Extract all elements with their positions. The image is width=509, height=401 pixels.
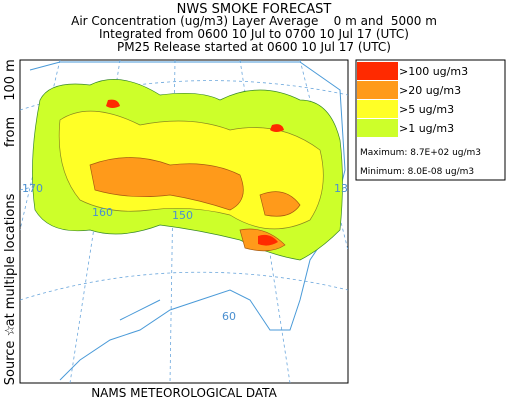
- legend-label: >20 ug/m3: [399, 84, 461, 97]
- coastline: [29, 61, 346, 381]
- map-label: 60: [222, 310, 236, 323]
- map-label: 170: [22, 182, 43, 195]
- legend-label: >1 ug/m3: [399, 122, 454, 135]
- from-label: from: [3, 117, 18, 147]
- subtitle: PM25 Release started at 0600 10 Jul 17 (…: [117, 40, 391, 54]
- source-label: Source ☆: [3, 325, 18, 385]
- map-label: 130: [334, 182, 355, 195]
- height-label: 100 m: [3, 59, 18, 101]
- minimum: Minimum: 8.0E-08 ug/m3: [360, 167, 474, 177]
- legend-label: >5 ug/m3: [399, 103, 454, 116]
- map: 170 160 150 130 60: [19, 59, 355, 384]
- legend-swatch: [357, 81, 398, 99]
- map-label: 150: [172, 209, 193, 222]
- subtitle: Integrated from 0600 10 Jul to 0700 10 J…: [99, 27, 409, 41]
- footer: NAMS METEOROLOGICAL DATA: [91, 386, 277, 400]
- legend-swatch: [357, 62, 398, 80]
- legend-swatch: [357, 100, 398, 118]
- legend-swatch: [357, 119, 398, 137]
- legend-label: >100 ug/m3: [399, 65, 468, 78]
- subtitle: Air Concentration (ug/m3) Layer Average …: [71, 14, 437, 28]
- title: NWS SMOKE FORECAST: [177, 2, 332, 17]
- smoke-level-3: [89, 157, 301, 252]
- locations-label: at multiple locations: [3, 193, 18, 326]
- legend: >100 ug/m3 >20 ug/m3 >5 ug/m3 >1 ug/m3 Maxi…: [355, 59, 506, 181]
- maximum: Maximum: 8.7E+02 ug/m3: [360, 148, 481, 158]
- map-label: 160: [92, 206, 113, 219]
